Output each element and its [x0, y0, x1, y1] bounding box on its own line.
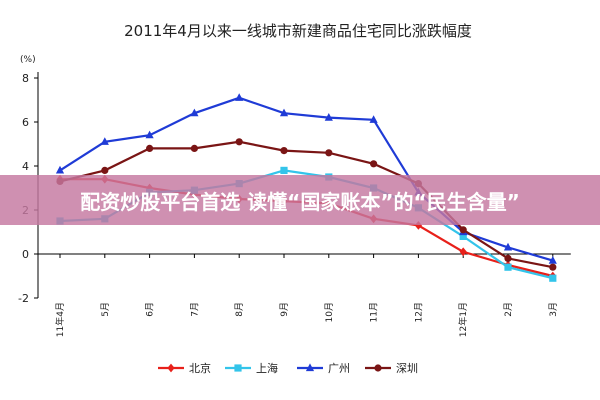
data-point: [325, 149, 333, 157]
series-line: [59, 140, 554, 269]
legend-label: 北京: [189, 361, 211, 375]
data-point: [459, 226, 467, 234]
y-tick-label: -2: [18, 292, 29, 305]
legend: 北京 上海 广州 深圳: [158, 361, 418, 375]
data-point: [190, 144, 198, 152]
data-point: [548, 256, 557, 264]
data-point: [279, 108, 289, 117]
data-point: [324, 113, 333, 121]
x-tick-label: 11年4月: [54, 302, 66, 337]
data-point: [101, 166, 109, 174]
x-tick-label: 3月: [548, 302, 559, 317]
data-point: [414, 221, 422, 230]
data-point: [459, 232, 467, 240]
data-point: [235, 138, 243, 146]
x-tick-label: 12月: [413, 302, 424, 322]
promo-banner-text: 配资炒股平台首选 读懂“国家账本”的“民生含量”: [80, 189, 520, 214]
chart-title: 2011年4月以来一线城市新建商品住宅同比涨跌幅度: [124, 22, 472, 40]
x-tick-label: 8月: [234, 302, 245, 317]
data-point: [504, 254, 512, 262]
x-tick-label: 7月: [189, 302, 200, 317]
y-tick-label: 4: [22, 160, 29, 173]
y-tick-label: 0: [22, 248, 29, 261]
data-point: [280, 166, 288, 174]
legend-label: 广州: [328, 362, 350, 375]
x-tick-label: 5月: [100, 302, 111, 317]
y-tick-label: 6: [22, 116, 29, 129]
x-tick-label: 6月: [145, 302, 156, 317]
x-tick-label: 2月: [503, 302, 514, 317]
legend-label: 上海: [256, 361, 278, 375]
data-point: [280, 147, 288, 155]
data-point: [459, 247, 467, 257]
data-point: [549, 263, 557, 271]
data-point: [370, 160, 378, 168]
data-point: [100, 137, 109, 145]
data-point: [504, 263, 512, 271]
data-point: [503, 242, 513, 251]
data-point: [235, 93, 244, 101]
x-tick-label: 11月: [369, 302, 380, 322]
x-tick-label: 9月: [279, 302, 290, 317]
data-point: [146, 144, 154, 152]
data-point: [305, 363, 315, 372]
promo-banner: 配资炒股平台首选 读懂“国家账本”的“民生含量”: [0, 175, 600, 225]
data-point: [549, 274, 557, 282]
data-point: [190, 108, 199, 117]
x-tick-label: 12年1月: [457, 302, 469, 337]
data-point: [55, 165, 65, 174]
data-point: [234, 364, 242, 372]
x-tick-label: 10月: [324, 302, 335, 322]
data-point: [145, 130, 154, 139]
y-tick-label: 8: [22, 72, 29, 85]
data-point: [369, 115, 378, 123]
legend-label: 深圳: [396, 362, 418, 375]
y-unit-label: (%): [20, 55, 36, 65]
data-point: [374, 364, 382, 372]
data-point: [167, 363, 175, 373]
